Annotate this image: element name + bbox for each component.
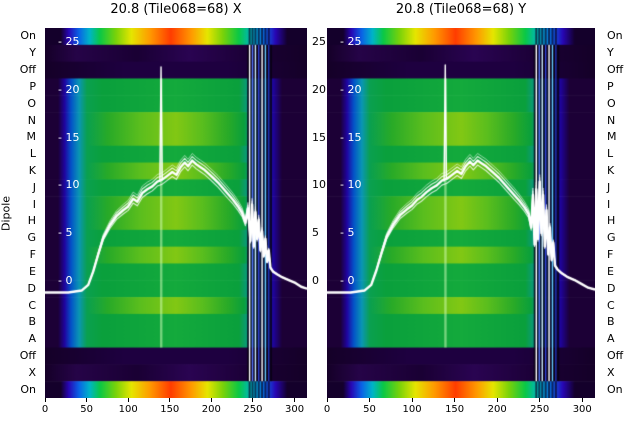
x-tick-label: 300 [284, 404, 305, 415]
dipole-label-right: N [607, 113, 616, 127]
x-tick-mark [294, 398, 296, 402]
x-tick-label: 50 [363, 404, 376, 415]
dipole-label-right: E [607, 264, 614, 278]
y2-tick-label-gap: 10 [312, 178, 326, 192]
dipole-label-left: B [28, 315, 36, 329]
y2-tick-label-inner: - 10 [58, 178, 80, 192]
dipole-label-right: I [607, 197, 611, 211]
y2-tick-label-gap: 15 [312, 130, 326, 144]
dipole-label-left: M [26, 130, 37, 144]
dipole-label-right: Y [607, 46, 614, 60]
y2-tick-label-inner: - 10 [340, 178, 362, 192]
dipole-label-left: K [28, 163, 36, 177]
x-tick-mark [454, 398, 456, 402]
y2-tick-label-inner: - 20 [58, 82, 80, 96]
y2-tick-label-inner: - 5 [340, 226, 355, 240]
dipole-label-right: P [607, 79, 614, 93]
x-tick-mark [581, 398, 583, 402]
x-tick-label: 250 [530, 404, 550, 415]
x-tick-mark [326, 398, 328, 402]
dipole-label-right: Off [607, 348, 624, 362]
x-tick-label: 200 [487, 404, 507, 415]
dipole-label-right: M [607, 130, 617, 144]
y2-tick-label-inner: - 15 [340, 130, 362, 144]
heatmap-panel-x [45, 28, 307, 398]
dipole-label-right: J [607, 180, 611, 194]
dipole-label-right: C [607, 298, 615, 312]
dipole-label-left: J [32, 180, 36, 194]
dipole-label-right: O [607, 96, 616, 110]
x-tick-mark [252, 398, 254, 402]
dipole-label-left: H [27, 214, 36, 228]
y2-tick-label-inner: - 20 [340, 82, 362, 96]
y2-tick-label-inner: - 0 [340, 274, 355, 287]
y2-tick-label-gap: 0 [312, 274, 319, 287]
dipole-label-right: On [607, 29, 623, 43]
x-tick-label: 300 [572, 404, 592, 415]
left-plot-title: 20.8 (Tile068=68) X [110, 2, 242, 17]
x-tick-label: 250 [243, 404, 263, 415]
x-tick-label: 150 [160, 404, 180, 415]
dipole-label-right: G [607, 231, 616, 245]
y2-tick-label-inner: - 5 [58, 226, 73, 240]
x-tick-label: 100 [118, 404, 138, 415]
x-tick-label: 100 [402, 404, 422, 415]
dipole-label-left: Off [19, 63, 36, 77]
x-tick-mark [411, 398, 413, 402]
x-tick-label: 150 [445, 404, 465, 415]
dipole-label-left: O [27, 96, 36, 110]
x-tick-mark [369, 398, 371, 402]
y2-tick-label-inner: - 25 [340, 35, 362, 48]
dipole-label-right: A [607, 332, 615, 346]
dipole-label-right: D [607, 281, 616, 295]
x-tick-mark [169, 398, 171, 402]
dipole-label-left: D [27, 281, 36, 295]
dipole-label-left: On [20, 29, 36, 43]
dipole-label-left: C [28, 298, 36, 312]
y2-tick-label-gap: 5 [312, 226, 319, 240]
dipole-label-left: N [27, 113, 36, 127]
dipole-label-left: P [29, 79, 36, 93]
x-tick-label: 0 [41, 404, 49, 415]
heatmap-panel-y [327, 28, 595, 398]
x-tick-mark [539, 398, 541, 402]
y2-tick-label-inner: - 25 [58, 35, 80, 48]
dipole-label-left: X [28, 365, 36, 379]
dipole-label-left: Y [29, 46, 36, 60]
dipole-label-left: I [32, 197, 36, 211]
dipole-label-right: K [607, 163, 615, 177]
right-plot-title: 20.8 (Tile068=68) Y [395, 2, 527, 17]
y2-tick-label-gap: 25 [312, 35, 326, 48]
x-tick-mark [86, 398, 88, 402]
dipole-label-left: G [27, 231, 36, 245]
dipole-label-left: On [20, 382, 36, 396]
x-tick-mark [210, 398, 212, 402]
x-tick-mark [44, 398, 46, 402]
x-tick-label: 0 [323, 404, 331, 415]
dipole-label-right: H [607, 214, 616, 228]
dipole-label-left: A [28, 332, 36, 346]
x-tick-mark [496, 398, 498, 402]
dipole-label-right: B [607, 315, 615, 329]
x-tick-label: 50 [80, 404, 93, 415]
dipole-label-right: X [607, 365, 615, 379]
y2-tick-label-inner: - 0 [58, 274, 73, 287]
x-tick-label: 200 [201, 404, 221, 415]
dipole-label-right: L [607, 147, 614, 161]
y2-tick-label-gap: 20 [312, 82, 326, 96]
dipole-label-right: Off [607, 63, 624, 77]
dipole-label-left: F [29, 248, 36, 262]
dipole-label-left: Off [19, 348, 36, 362]
dipole-label-right: F [607, 248, 614, 262]
y2-tick-label-inner: - 15 [58, 130, 80, 144]
dipole-label-left: L [29, 147, 36, 161]
dipole-label-left: E [29, 264, 36, 278]
x-tick-mark [127, 398, 129, 402]
dipole-label-right: On [607, 382, 623, 396]
